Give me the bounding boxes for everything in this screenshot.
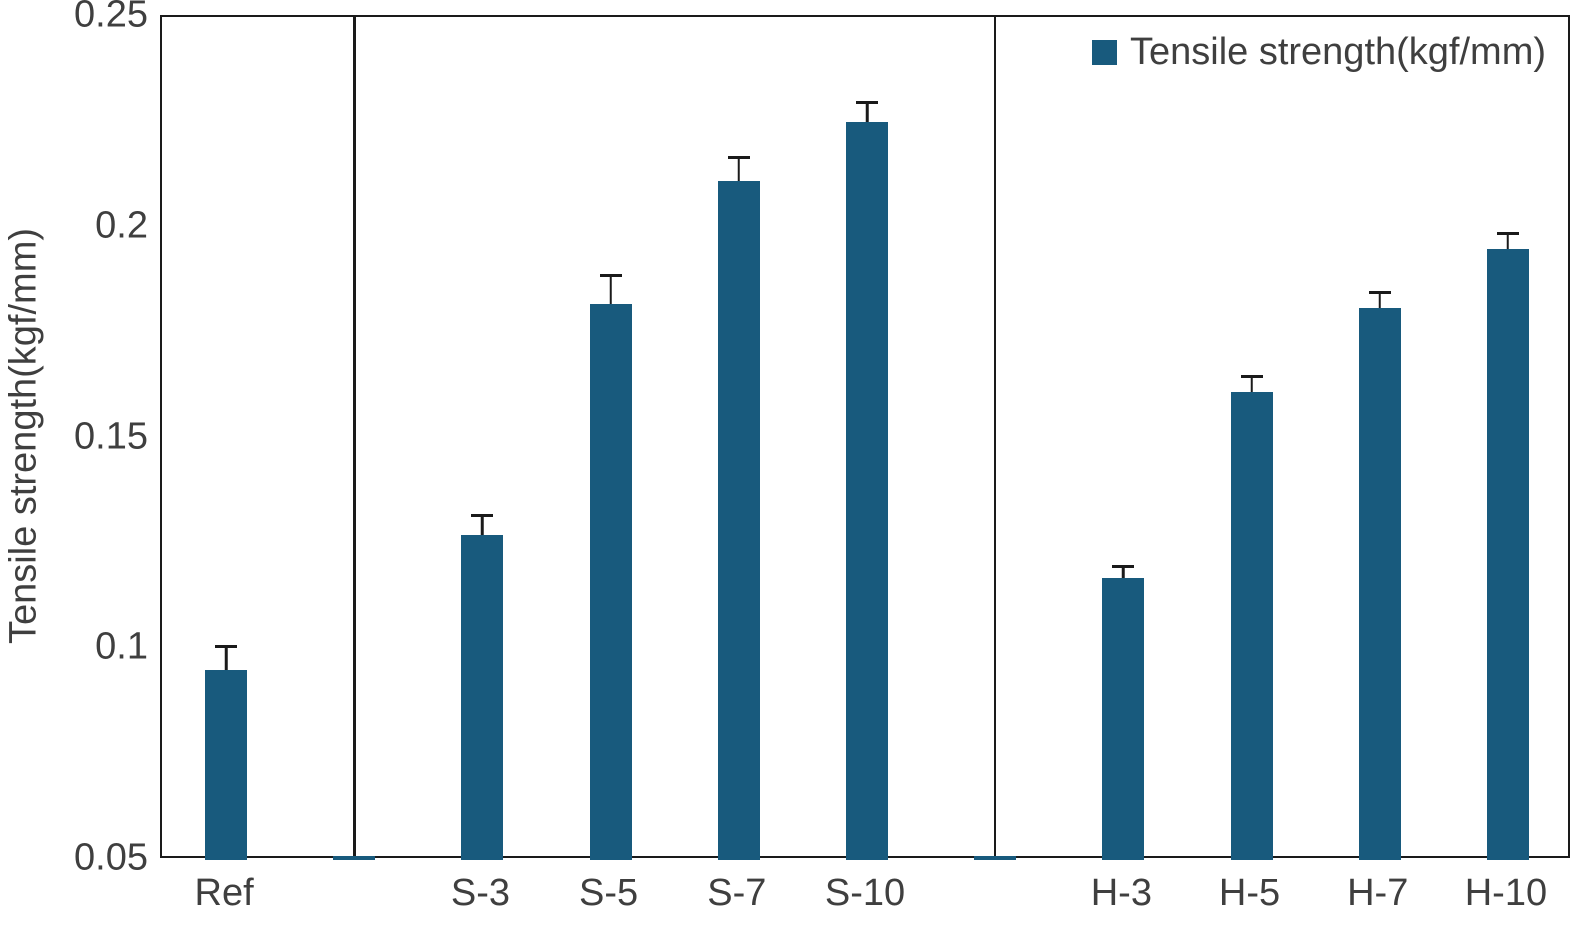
legend-marker-icon [1091,40,1117,65]
error-bar-s-10 [856,101,878,122]
x-axis-label-s-3: S-3 [450,872,511,914]
error-bar-s-5 [599,274,622,304]
error-bar-h-7 [1368,290,1391,308]
error-bar-s-3 [471,514,494,535]
legend-label: Tensile strength(kgf/mm) [1129,31,1546,73]
panel-divider-line [993,17,997,856]
x-axis-label-h-3: H-3 [1090,872,1152,914]
x-axis-label-h-7: H-7 [1347,872,1409,914]
panel-divider-line [353,17,356,856]
bar-s-10 [846,122,888,860]
bar-ref [205,670,248,860]
x-axis-label-s-5: S-5 [579,872,639,914]
x-axis-label-h-5: H-5 [1218,872,1281,914]
error-bar-s-7 [727,156,750,181]
spacer-sliver-bar [974,855,1017,860]
bar-s-7 [717,181,760,860]
plot-area: Tensile strength(kgf/mm) [160,15,1570,860]
legend: Tensile strength(kgf/mm) [1091,31,1546,74]
error-bar-h-10 [1496,231,1519,249]
spacer-sliver-bar [333,855,376,860]
error-bar-h-3 [1112,564,1135,578]
y-axis-tick-label: 0.2 [95,204,148,247]
error-bar-ref [215,645,238,670]
x-axis-label-h-10: H-10 [1464,872,1548,914]
x-axis-label-s-7: S-7 [707,872,767,914]
x-axis-label-ref: Ref [194,872,254,914]
bar-h-7 [1358,307,1401,860]
bar-h-10 [1486,248,1529,860]
y-axis-tick-label: 0.25 [74,0,148,36]
y-axis-tick-label: 0.05 [74,836,148,879]
bar-h-5 [1230,392,1273,860]
bar-h-3 [1102,577,1145,860]
y-axis-tick-label: 0.15 [74,415,148,457]
x-axis-label-s-10: S-10 [824,872,906,914]
error-bar-h-5 [1240,375,1263,392]
bar-s-3 [461,535,504,860]
y-axis-tick-label: 0.1 [95,625,148,668]
bar-s-5 [589,303,632,860]
